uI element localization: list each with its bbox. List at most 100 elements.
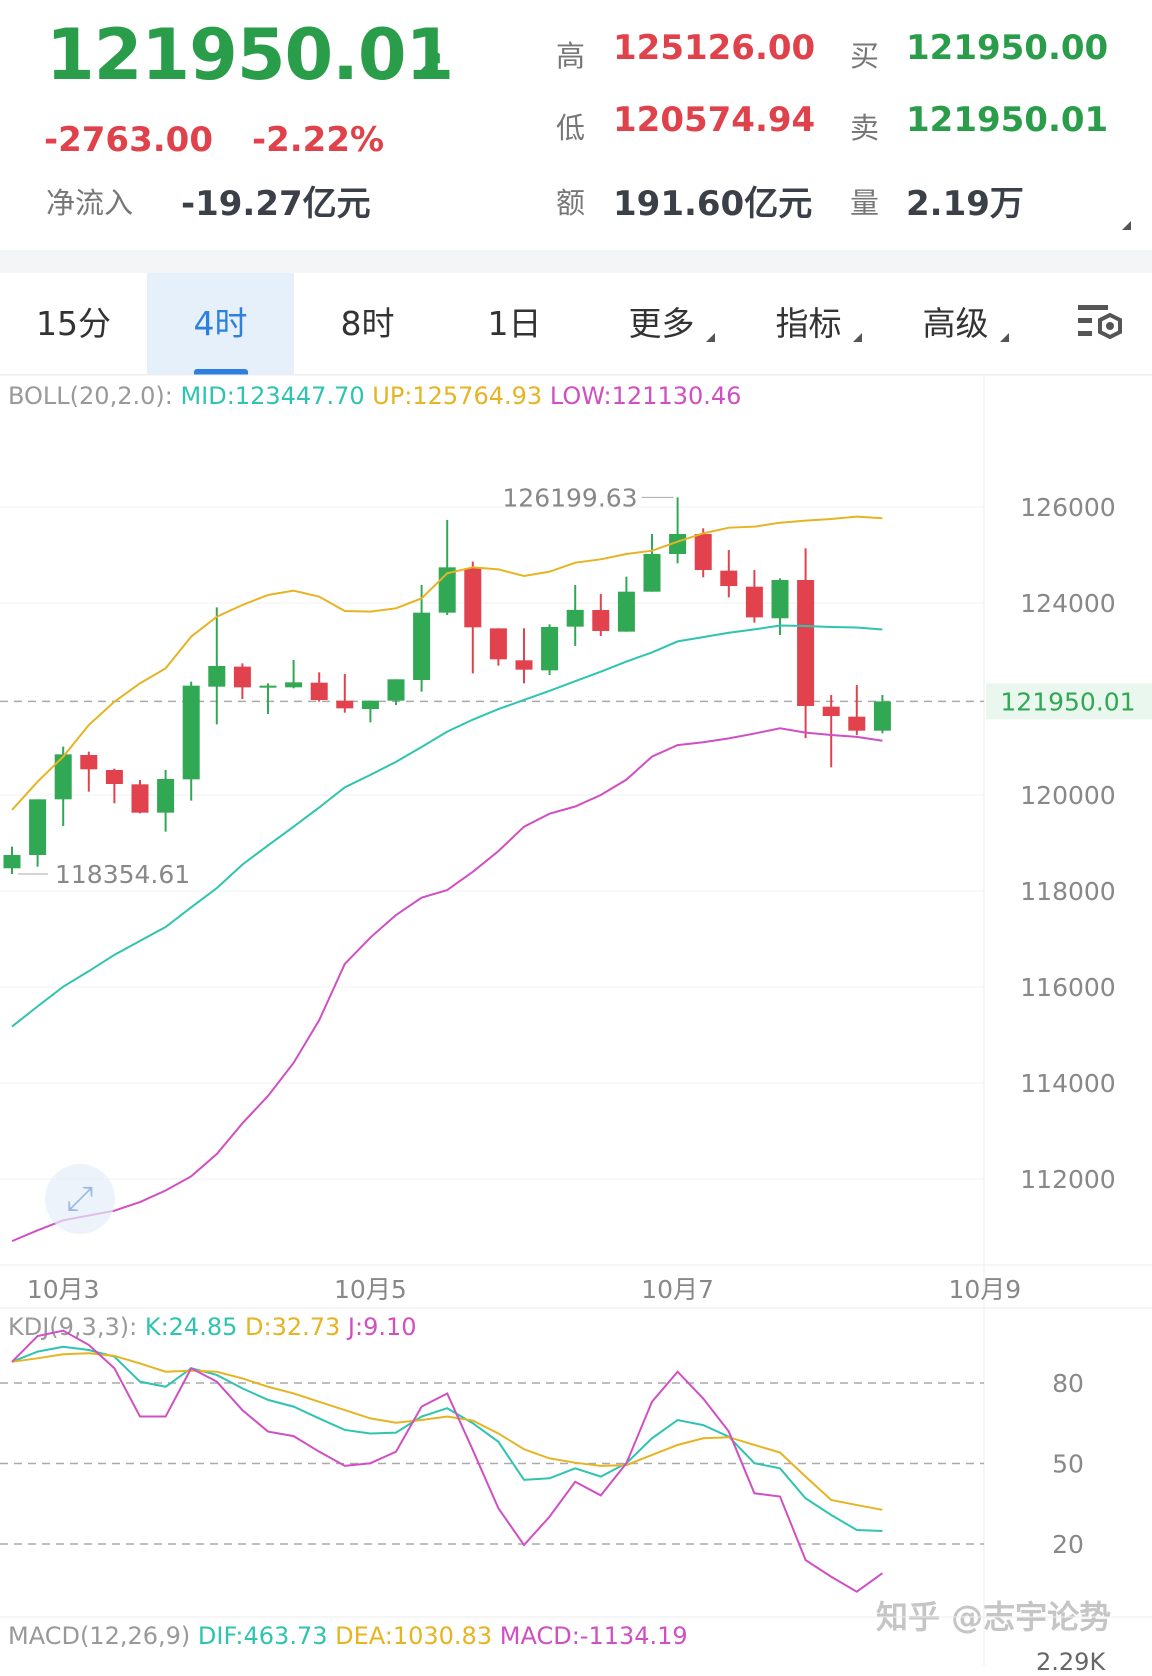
candle-body bbox=[361, 700, 379, 710]
last-price: 121950.01 bbox=[46, 14, 454, 96]
candle-body bbox=[822, 706, 840, 716]
macd-legend-macd: MACD:-1134.19 bbox=[499, 1622, 688, 1650]
candle-body bbox=[464, 568, 482, 628]
candle-body bbox=[54, 754, 72, 800]
tab-1d[interactable]: 1日 bbox=[441, 273, 588, 375]
kdj-d-line bbox=[11, 1352, 883, 1511]
boll-mid-line bbox=[11, 624, 883, 1028]
candle-body bbox=[157, 779, 175, 813]
stat-label-low: 低 bbox=[556, 111, 586, 145]
tab-label: 指标 bbox=[775, 304, 842, 343]
dropdown-caret-icon bbox=[853, 333, 862, 342]
candle-body bbox=[336, 700, 354, 709]
y-tick-label: 112000 bbox=[1020, 1165, 1115, 1194]
kdj-legend: KDJ(9,3,3): K:24.85 D:32.73 J:9.10 bbox=[8, 1313, 417, 1341]
expand-icon: ⤢ bbox=[66, 1179, 94, 1219]
candle-body bbox=[489, 628, 507, 660]
macd-legend-name: MACD(12,26,9) bbox=[8, 1622, 191, 1650]
candle-body bbox=[541, 627, 559, 671]
stat-value-low: 120574.94 bbox=[613, 100, 816, 140]
candle-body bbox=[745, 586, 763, 618]
selected-indicator bbox=[193, 369, 248, 375]
kdj-legend-j: J:9.10 bbox=[347, 1313, 417, 1341]
tab-8h[interactable]: 8时 bbox=[294, 273, 441, 375]
min-price-label: 118354.61 bbox=[55, 860, 190, 889]
tab-label: 高级 bbox=[922, 304, 989, 343]
candle-body bbox=[29, 799, 47, 855]
stat-value-volume: 2.19万 bbox=[906, 184, 1024, 224]
x-tick-label: 10月5 bbox=[334, 1275, 407, 1304]
y-tick-label: 118000 bbox=[1020, 877, 1115, 906]
stat-value-bid: 121950.00 bbox=[906, 28, 1109, 68]
candle-body bbox=[182, 685, 200, 780]
y-tick-label: 120000 bbox=[1020, 781, 1115, 810]
candle-body bbox=[3, 855, 21, 869]
boll-legend-low: LOW:121130.46 bbox=[549, 382, 742, 410]
dropdown-caret-icon bbox=[706, 333, 715, 342]
stat-label-volume: 量 bbox=[850, 186, 880, 220]
candle-body bbox=[387, 679, 405, 701]
candle-body bbox=[131, 784, 149, 813]
tab-advanced[interactable]: 高级 bbox=[882, 273, 1029, 375]
candle-body bbox=[592, 610, 610, 631]
kdj-k-line bbox=[11, 1345, 883, 1532]
tab-indicators[interactable]: 指标 bbox=[735, 273, 882, 375]
candle-body bbox=[617, 591, 635, 632]
tab-more[interactable]: 更多 bbox=[588, 273, 735, 375]
current-price-tag bbox=[986, 683, 1152, 720]
chart-settings-icon bbox=[1078, 305, 1122, 340]
net-inflow-value: -19.27亿元 bbox=[181, 184, 371, 224]
boll-legend-name: BOLL(20,2.0): bbox=[8, 382, 173, 410]
fullscreen-button[interactable]: ⤢ bbox=[45, 1164, 115, 1234]
macd-axis-label: 2.29K bbox=[1036, 1648, 1106, 1676]
tab-15min[interactable]: 15分 bbox=[0, 273, 147, 375]
tab-label: 更多 bbox=[628, 304, 695, 343]
y-tick-label: 116000 bbox=[1020, 973, 1115, 1002]
expand-header-toggle[interactable] bbox=[1122, 221, 1131, 230]
macd-legend-dea: DEA:1030.83 bbox=[335, 1622, 493, 1650]
watermark: 知乎 @志宇论势 bbox=[876, 1598, 1112, 1636]
candle-body bbox=[105, 769, 123, 785]
candle-body bbox=[310, 682, 328, 701]
x-tick-label: 10月9 bbox=[948, 1275, 1021, 1304]
price-change: -2763.00 bbox=[44, 120, 213, 160]
kdj-tick-label: 20 bbox=[1052, 1530, 1084, 1559]
candle-body bbox=[566, 609, 584, 627]
stat-value-high: 125126.00 bbox=[613, 28, 816, 68]
chart-settings-button[interactable] bbox=[1050, 273, 1152, 375]
macd-legend: MACD(12,26,9) DIF:463.73 DEA:1030.83 MAC… bbox=[8, 1622, 688, 1650]
tab-label: 1日 bbox=[487, 304, 542, 343]
candle-body bbox=[848, 716, 866, 731]
boll-legend-up: UP:125764.93 bbox=[372, 382, 543, 410]
stat-label-ask: 卖 bbox=[850, 111, 880, 145]
candle-body bbox=[873, 701, 891, 731]
tab-label: 15分 bbox=[36, 304, 111, 343]
candle-body bbox=[233, 666, 251, 688]
kdj-tick-label: 80 bbox=[1052, 1369, 1084, 1398]
candle-body bbox=[285, 682, 303, 688]
candle-body bbox=[643, 553, 661, 592]
arrow-up-right-icon: ↗ bbox=[416, 42, 445, 82]
candle-body bbox=[694, 534, 712, 571]
stat-label-high: 高 bbox=[556, 39, 586, 73]
y-tick-label: 114000 bbox=[1020, 1069, 1115, 1098]
kdj-legend-d: D:32.73 bbox=[245, 1313, 341, 1341]
boll-legend: BOLL(20,2.0): MID:123447.70 UP:125764.93… bbox=[8, 382, 741, 410]
candle-body bbox=[669, 534, 687, 554]
candle-body bbox=[80, 755, 98, 770]
x-tick-label: 10月3 bbox=[27, 1275, 100, 1304]
y-tick-label: 126000 bbox=[1020, 493, 1115, 522]
dropdown-caret-icon bbox=[1000, 333, 1009, 342]
stat-value-amount: 191.60亿元 bbox=[613, 184, 813, 224]
tab-4h[interactable]: 4时 bbox=[147, 273, 294, 375]
candle-body bbox=[797, 580, 815, 707]
candle-body bbox=[438, 567, 456, 613]
max-price-label: 126199.63 bbox=[502, 483, 637, 512]
kdj-j-line bbox=[11, 1329, 883, 1593]
macd-legend-dif: DIF:463.73 bbox=[197, 1622, 328, 1650]
boll-upper-line bbox=[11, 515, 883, 811]
tab-label: 8时 bbox=[340, 304, 395, 343]
stat-label-bid: 买 bbox=[850, 39, 880, 73]
y-tick-label: 124000 bbox=[1020, 589, 1115, 618]
price-change-percent: -2.22% bbox=[252, 120, 385, 160]
